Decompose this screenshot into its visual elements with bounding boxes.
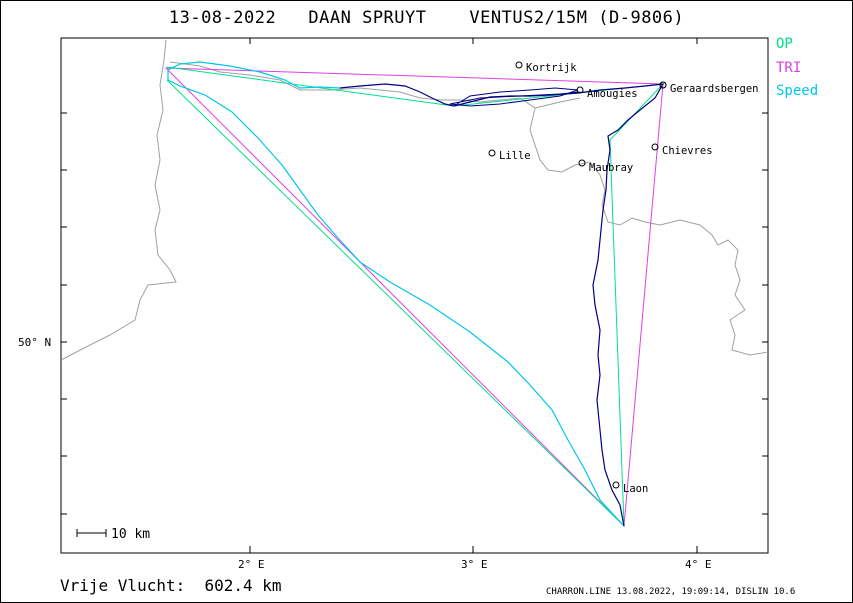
x-tick-label-2e: 2° E bbox=[238, 558, 265, 571]
country-borders bbox=[60, 39, 769, 361]
place-label-maubray: Maubray bbox=[589, 162, 633, 174]
place-marker-maubray[interactable] bbox=[578, 159, 586, 167]
border-france-belgium bbox=[169, 61, 769, 356]
place-markers bbox=[488, 61, 667, 489]
place-label-geraardsbergen: Geraardsbergen bbox=[670, 83, 759, 95]
flight-track-loops bbox=[449, 87, 581, 107]
place-marker-kortrijk[interactable] bbox=[515, 61, 523, 69]
scale-bar bbox=[76, 529, 107, 537]
place-marker-laon[interactable] bbox=[612, 481, 620, 489]
speed-track bbox=[167, 61, 625, 527]
place-label-kortrijk: Kortrijk bbox=[526, 62, 577, 74]
page-title: 13-08-2022 DAAN SPRUYT VENTUS2/15M (D-98… bbox=[168, 8, 685, 28]
place-marker-lille[interactable] bbox=[488, 149, 496, 157]
place-label-laon: Laon bbox=[623, 483, 648, 495]
coastline-border bbox=[60, 39, 177, 361]
map-frame bbox=[60, 37, 769, 554]
place-marker-amougies[interactable] bbox=[576, 86, 584, 94]
border-extra bbox=[534, 97, 581, 109]
place-label-chievres: Chievres bbox=[662, 145, 713, 157]
place-label-amougies: Amougies bbox=[587, 88, 638, 100]
legend-item-op: OP bbox=[776, 36, 793, 52]
x-tick-label-4e: 4° E bbox=[685, 558, 712, 571]
footer-credit: CHARRON.LINE 13.08.2022, 19:09:14, DISLI… bbox=[546, 587, 796, 597]
place-marker-chievres[interactable] bbox=[651, 143, 659, 151]
place-marker-geraardsbergen[interactable] bbox=[659, 81, 667, 89]
legend-item-tri: TRI bbox=[776, 59, 802, 76]
scale-bar-label: 10 km bbox=[111, 527, 150, 542]
legend-item-speed: Speed bbox=[776, 83, 819, 99]
legend: OP TRI Speed bbox=[776, 33, 818, 104]
tri-route bbox=[164, 67, 664, 528]
flight-track bbox=[339, 83, 665, 527]
free-flight-distance: Vrije Vlucht: 602.4 km bbox=[60, 576, 282, 595]
axis-ticks bbox=[61, 38, 768, 553]
y-tick-label-50n: 50° N bbox=[18, 336, 51, 349]
x-tick-label-3e: 3° E bbox=[461, 558, 488, 571]
place-label-lille: Lille bbox=[499, 150, 531, 162]
